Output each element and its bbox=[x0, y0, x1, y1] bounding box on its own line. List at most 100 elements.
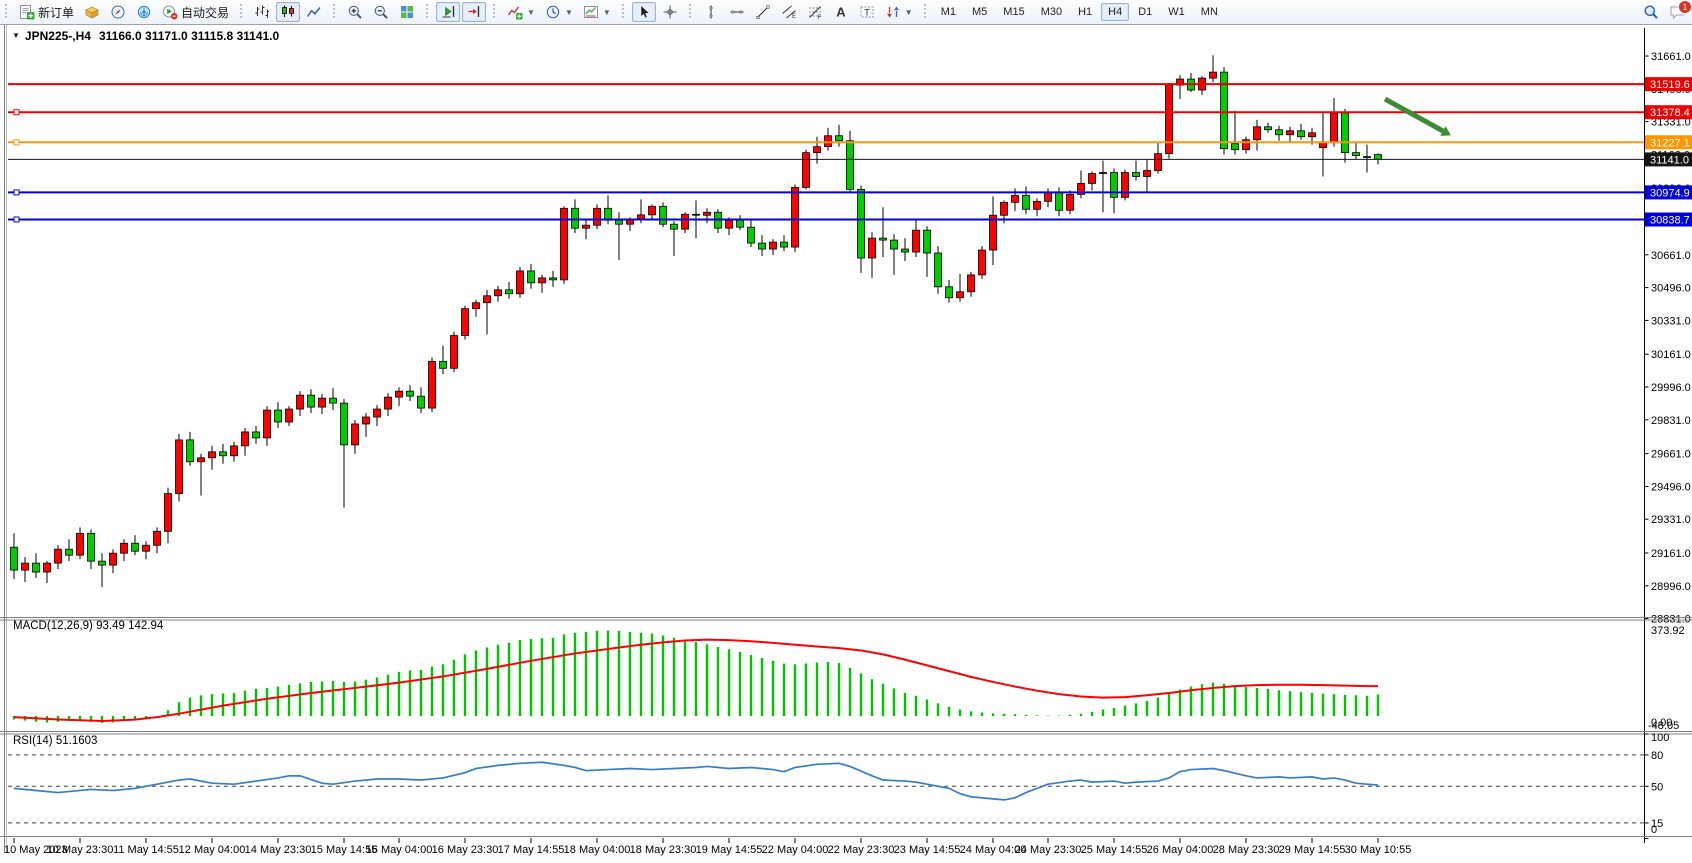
periods-button-dropdown-icon[interactable]: ▼ bbox=[564, 7, 573, 17]
toolbar-grip[interactable] bbox=[492, 4, 498, 20]
svg-text:29996.0: 29996.0 bbox=[1651, 382, 1691, 394]
vertical-line-button[interactable] bbox=[699, 2, 723, 22]
macd-panel: 373.92 0.00-48.05 bbox=[12, 625, 1685, 732]
text-button[interactable] bbox=[829, 2, 853, 22]
arrows-button-dropdown-icon[interactable]: ▼ bbox=[904, 7, 913, 17]
search-button[interactable] bbox=[1639, 2, 1663, 22]
svg-text:14 May 23:30: 14 May 23:30 bbox=[245, 844, 312, 856]
tf-w1[interactable]: W1 bbox=[1161, 3, 1192, 21]
auto-scroll-button[interactable] bbox=[436, 2, 461, 22]
svg-text:29161.0: 29161.0 bbox=[1651, 548, 1691, 560]
toolbar-grip[interactable] bbox=[687, 4, 693, 20]
toolbar-grip[interactable] bbox=[620, 4, 626, 20]
level-handle-support-1[interactable] bbox=[13, 189, 20, 196]
terminal-button[interactable] bbox=[132, 2, 156, 22]
tile-icon bbox=[401, 6, 414, 18]
clock-icon bbox=[546, 5, 560, 19]
svg-text:30496.0: 30496.0 bbox=[1651, 283, 1691, 295]
chart-symbol-label: ▼ JPN225-,H4 31166.0 31171.0 31115.8 31141… bbox=[12, 29, 279, 43]
shift-icon bbox=[467, 5, 480, 18]
trendline-button[interactable] bbox=[751, 2, 775, 22]
macd-values: 93.49 142.94 bbox=[96, 620, 164, 632]
fibo-icon bbox=[808, 6, 822, 20]
zoom-in-button[interactable] bbox=[343, 2, 367, 22]
svg-text:16 May 23:30: 16 May 23:30 bbox=[432, 844, 499, 856]
navigator-button[interactable] bbox=[106, 2, 130, 22]
zoom-in-icon bbox=[348, 5, 363, 19]
tf-h1[interactable]: H1 bbox=[1071, 3, 1099, 21]
svg-text:17 May 14:55: 17 May 14:55 bbox=[498, 844, 565, 856]
tf-m5[interactable]: M5 bbox=[965, 3, 994, 21]
toolbar-grip[interactable] bbox=[4, 4, 9, 20]
toolbar-group-scroll bbox=[432, 0, 490, 24]
tf-m5-label: M5 bbox=[972, 6, 988, 18]
tf-h4[interactable]: H4 bbox=[1101, 3, 1130, 21]
autotrade-button[interactable]: 自动交易 bbox=[158, 2, 233, 23]
zoom-out-button[interactable] bbox=[369, 2, 393, 22]
svg-text:30974.9: 30974.9 bbox=[1650, 187, 1690, 199]
chart-shift-button[interactable] bbox=[462, 2, 487, 22]
svg-text:22 May 23:30: 22 May 23:30 bbox=[828, 844, 895, 856]
chart-window[interactable]: 31661.031496.031331.031166.030996.030831… bbox=[0, 25, 1692, 863]
indicators-button-dropdown-icon[interactable]: ▼ bbox=[527, 7, 535, 17]
tf-h4-label: H4 bbox=[1108, 6, 1123, 18]
svg-text:12 May 04:00: 12 May 04:00 bbox=[179, 844, 246, 856]
toolbar-grip[interactable] bbox=[332, 4, 338, 20]
label-button[interactable] bbox=[855, 2, 879, 22]
collapse-icon[interactable]: ▼ bbox=[12, 31, 20, 40]
new-order-button[interactable]: 新订单 bbox=[15, 2, 78, 23]
toolbar-grip[interactable] bbox=[922, 4, 928, 20]
notification-badge: 1 bbox=[1678, 0, 1692, 14]
indicators-button[interactable]: ▼ bbox=[503, 2, 539, 22]
tf-m1[interactable]: M1 bbox=[934, 3, 963, 21]
tf-mn[interactable]: MN bbox=[1194, 3, 1225, 21]
price-chart[interactable]: 31661.031496.031331.031166.030996.030831… bbox=[0, 25, 1692, 863]
tf-m30[interactable]: M30 bbox=[1034, 3, 1069, 21]
svg-text:50: 50 bbox=[1651, 781, 1663, 793]
fibonacci-button[interactable] bbox=[803, 2, 827, 22]
toolbar-group-orders: 新订单 自动交易 bbox=[11, 0, 237, 24]
arrows-button[interactable]: ▼ bbox=[881, 2, 917, 22]
tf-d1[interactable]: D1 bbox=[1131, 3, 1159, 21]
periods-button[interactable]: ▼ bbox=[541, 2, 577, 22]
search-icon bbox=[1644, 5, 1659, 20]
svg-text:25 May 14:55: 25 May 14:55 bbox=[1081, 844, 1148, 856]
chat-button[interactable]: 1 bbox=[1665, 0, 1692, 22]
horizontal-line-button[interactable] bbox=[725, 2, 749, 22]
svg-text:100: 100 bbox=[1651, 732, 1669, 744]
cursor-icon bbox=[640, 5, 650, 19]
rsi-panel: 100 80 50 150 bbox=[8, 732, 1669, 840]
line-chart-button[interactable] bbox=[302, 2, 326, 22]
market-watch-button[interactable] bbox=[80, 2, 104, 22]
channel-button[interactable] bbox=[777, 2, 801, 22]
level-handle-resistance-3[interactable] bbox=[13, 139, 20, 146]
autoscroll-icon bbox=[441, 5, 455, 18]
tf-m15[interactable]: M15 bbox=[996, 3, 1031, 21]
autotrade-button-label: 自动交易 bbox=[181, 5, 230, 20]
candlestick-button[interactable] bbox=[276, 2, 301, 22]
svg-text:16 May 04:00: 16 May 04:00 bbox=[366, 844, 433, 856]
svg-text:29661.0: 29661.0 bbox=[1651, 449, 1691, 461]
textA-icon bbox=[836, 4, 847, 20]
toolbar-grip[interactable] bbox=[425, 4, 431, 20]
svg-text:30838.7: 30838.7 bbox=[1650, 214, 1690, 226]
new-order-icon bbox=[19, 4, 35, 20]
templates-button-dropdown-icon[interactable]: ▼ bbox=[602, 7, 611, 17]
svg-text:19 May 14:55: 19 May 14:55 bbox=[696, 844, 763, 856]
bar-chart-button[interactable] bbox=[250, 2, 274, 22]
symbol-period: JPN225-,H4 bbox=[24, 29, 91, 43]
tile-windows-button[interactable] bbox=[395, 2, 419, 22]
autotrade-icon bbox=[163, 5, 179, 20]
toolbar-grip[interactable] bbox=[239, 4, 245, 20]
level-handle-support-2[interactable] bbox=[13, 216, 20, 223]
toolbar-group-zoom bbox=[339, 0, 423, 24]
annotation-arrow[interactable] bbox=[1383, 96, 1445, 134]
cursor-button[interactable] bbox=[631, 2, 656, 22]
level-handle-resistance-2[interactable] bbox=[13, 109, 20, 116]
svg-text:15: 15 bbox=[1651, 818, 1663, 830]
templates-button[interactable]: ▼ bbox=[579, 2, 615, 22]
arrows-icon bbox=[886, 5, 900, 19]
navigator-icon bbox=[111, 5, 125, 19]
crosshair-button[interactable] bbox=[658, 2, 682, 22]
